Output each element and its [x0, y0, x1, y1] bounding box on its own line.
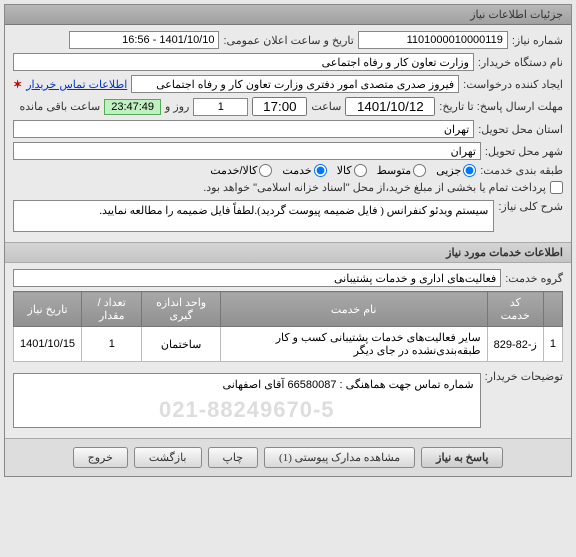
- radio-partial[interactable]: جزیی: [436, 164, 476, 177]
- radio-medium[interactable]: متوسط: [377, 164, 427, 177]
- cell-idx: 1: [543, 327, 562, 362]
- reply-button[interactable]: پاسخ به نیاز: [421, 447, 503, 468]
- cell-name: سایر فعالیت‌های خدمات پشتیبانی کسب و کار…: [220, 327, 487, 362]
- print-button[interactable]: چاپ: [208, 447, 259, 468]
- buyer-label: نام دستگاه خریدار:: [478, 56, 563, 69]
- notes-line1: شماره تماس جهت هماهنگی : 66580087 آقای ا…: [20, 378, 474, 391]
- city-field[interactable]: [13, 142, 481, 160]
- group-field[interactable]: [13, 269, 501, 287]
- col-unit: واحد اندازه گیری: [142, 292, 220, 327]
- star-icon: ✶: [13, 78, 22, 91]
- announce-field[interactable]: [69, 31, 219, 49]
- deadline-date-field[interactable]: [345, 97, 435, 116]
- group-label: گروه خدمت:: [505, 272, 563, 285]
- services-header: اطلاعات خدمات مورد نیاز: [5, 242, 571, 263]
- col-qty: تعداد / مقدار: [82, 292, 142, 327]
- province-field[interactable]: [13, 120, 474, 138]
- attachments-button[interactable]: مشاهده مدارک پیوستی (1): [264, 447, 415, 468]
- radio-service[interactable]: خدمت: [282, 164, 326, 177]
- radio-goods[interactable]: کالا: [337, 164, 367, 177]
- deadline-label: مهلت ارسال پاسخ: تا تاریخ:: [439, 100, 563, 113]
- payment-note: پرداخت تمام یا بخشی از مبلغ خرید،از محل …: [203, 181, 546, 194]
- buyer-notes-label: توضیحات خریدار:: [485, 370, 563, 383]
- col-idx: [543, 292, 562, 327]
- cell-qty: 1: [82, 327, 142, 362]
- notes-watermark: 021-88249670-5: [20, 397, 474, 423]
- countdown-timer: 23:47:49: [104, 99, 161, 115]
- announce-label: تاریخ و ساعت اعلان عمومی:: [223, 34, 353, 47]
- radio-both[interactable]: کالا/خدمت: [210, 164, 272, 177]
- main-form: شماره نیاز: تاریخ و ساعت اعلان عمومی: نا…: [5, 25, 571, 242]
- need-details-window: جزئیات اطلاعات نیاز شماره نیاز: تاریخ و …: [4, 4, 572, 477]
- creator-field[interactable]: [131, 75, 459, 93]
- creator-label: ایجاد کننده درخواست:: [463, 78, 563, 91]
- deadline-time-field[interactable]: [252, 97, 307, 116]
- class-label: طبقه بندی خدمت:: [480, 164, 563, 177]
- titlebar: جزئیات اطلاعات نیاز: [5, 5, 571, 25]
- days-label: روز و: [165, 100, 189, 113]
- table-header-row: کد خدمت نام خدمت واحد اندازه گیری تعداد …: [14, 292, 563, 327]
- buyer-notes-box: شماره تماس جهت هماهنگی : 66580087 آقای ا…: [13, 373, 481, 428]
- cell-unit: ساختمان: [142, 327, 220, 362]
- province-label: استان محل تحویل:: [478, 123, 563, 136]
- services-table: کد خدمت نام خدمت واحد اندازه گیری تعداد …: [13, 291, 563, 362]
- exit-button[interactable]: خروج: [73, 447, 128, 468]
- window-title: جزئیات اطلاعات نیاز: [470, 9, 563, 21]
- cell-code: ز-82-829: [487, 327, 543, 362]
- back-button[interactable]: بازگشت: [134, 447, 202, 468]
- need-no-label: شماره نیاز:: [512, 34, 563, 47]
- button-bar: پاسخ به نیاز مشاهده مدارک پیوستی (1) چاپ…: [5, 438, 571, 476]
- deadline-time-label: ساعت: [311, 100, 341, 113]
- city-label: شهر محل تحویل:: [485, 145, 563, 158]
- need-no-field[interactable]: [358, 31, 508, 49]
- col-code: کد خدمت: [487, 292, 543, 327]
- days-count-field[interactable]: [193, 98, 248, 116]
- col-name: نام خدمت: [220, 292, 487, 327]
- desc-label: شرح کلی نیاز:: [498, 200, 563, 213]
- buyer-field[interactable]: [13, 53, 474, 71]
- timer-label: ساعت باقی مانده: [19, 100, 100, 113]
- payment-checkbox[interactable]: [550, 181, 563, 194]
- class-radios: جزیی متوسط کالا خدمت کالا/خدمت: [210, 164, 476, 177]
- cell-date: 1401/10/15: [14, 327, 82, 362]
- table-row[interactable]: 1 ز-82-829 سایر فعالیت‌های خدمات پشتیبان…: [14, 327, 563, 362]
- contact-link[interactable]: اطلاعات تماس خریدار: [26, 78, 127, 91]
- col-date: تاریخ نیاز: [14, 292, 82, 327]
- desc-field[interactable]: [13, 200, 494, 232]
- services-body: گروه خدمت: کد خدمت نام خدمت واحد اندازه …: [5, 263, 571, 438]
